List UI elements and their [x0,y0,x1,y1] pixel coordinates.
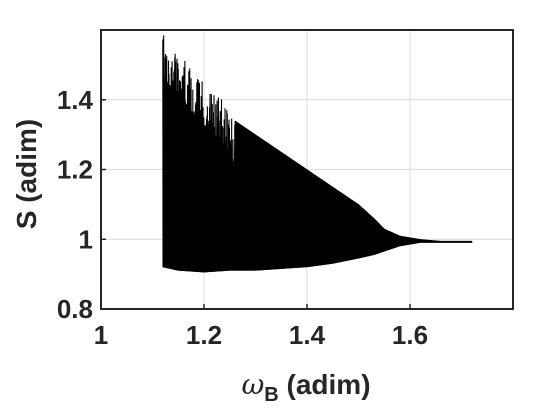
series-band [162,75,472,273]
x-axis-label-symbol: ω [241,368,264,401]
tick-labels: 1 1.2 1.4 1.60.811.21.4 [57,85,428,350]
x-tick-label: 1 [94,320,108,350]
x-axis-label-unit: (adim) [279,369,371,400]
x-tick-label: 1.6 [392,320,428,350]
y-tick-label: 1 [79,224,93,254]
y-tick-label: 1.2 [57,155,93,185]
x-axis-label-subscript: B [264,384,278,406]
plot-area [162,35,473,273]
x-tick-label: 1.4 [289,320,326,350]
x-tick-label: 1.2 [186,320,222,350]
x-axis-label: ωB (adim) [241,368,370,406]
ticks [100,99,411,310]
y-axis-label: S (adim) [11,119,42,229]
y-tick-label: 0.8 [57,294,93,324]
y-tick-label: 1.4 [57,85,94,115]
